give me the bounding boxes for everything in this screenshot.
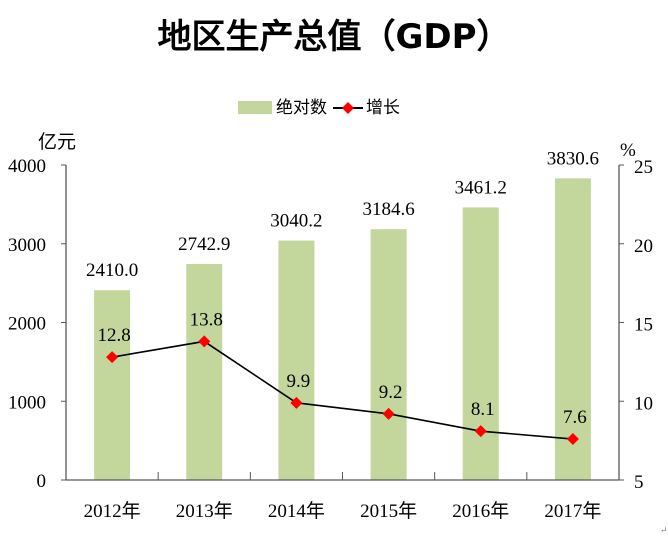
- bar-label: 2410.0: [86, 260, 138, 281]
- right-tick-label: 5: [634, 472, 644, 493]
- legend-line-label: 增长: [366, 98, 400, 118]
- bar-2016年: [462, 207, 499, 481]
- x-tick-label: 2013年: [176, 500, 233, 522]
- right-tick-label: 25: [634, 157, 653, 178]
- legend-bar-label: 绝对数: [276, 98, 327, 118]
- growth-marker: [566, 433, 579, 446]
- left-tick-label: 4000: [8, 156, 46, 177]
- bar-label: 3461.2: [455, 177, 507, 198]
- bar-label: 3040.2: [270, 211, 322, 232]
- left-tick-label: 2000: [8, 314, 46, 335]
- left-tick-label: 1000: [8, 392, 46, 413]
- left-axis-label: 亿元: [38, 131, 76, 153]
- chart-title: 地区生产总值（GDP）: [157, 17, 510, 57]
- bar-2013年: [186, 263, 223, 480]
- bar-2014年: [278, 240, 315, 480]
- x-tick-label: 2017年: [544, 500, 601, 522]
- right-tick-label: 20: [634, 236, 653, 257]
- x-tick-label: 2014年: [268, 500, 325, 522]
- bar-2015年: [370, 229, 407, 480]
- x-tick-label: 2012年: [84, 500, 141, 522]
- right-axis-label: %: [620, 140, 636, 161]
- bar-label: 3830.6: [547, 148, 599, 169]
- bar-label: 3184.6: [362, 199, 414, 220]
- right-tick-label: 15: [634, 315, 653, 336]
- x-tick-label: 2015年: [360, 500, 417, 522]
- growth-label: 9.9: [287, 371, 311, 392]
- growth-marker: [106, 351, 119, 364]
- growth-marker: [474, 425, 487, 438]
- bar-2012年: [94, 290, 131, 480]
- growth-marker: [382, 407, 395, 420]
- growth-label: 13.8: [190, 309, 223, 330]
- growth-label: 7.6: [563, 407, 587, 428]
- legend-bar-swatch: [238, 101, 272, 114]
- bar-2017年: [554, 178, 591, 480]
- bar-label: 2742.9: [178, 234, 230, 255]
- growth-line: [111, 340, 573, 440]
- growth-label: 12.8: [97, 325, 130, 346]
- left-tick-label: 0: [37, 471, 47, 492]
- left-tick-label: 3000: [8, 235, 46, 256]
- growth-marker: [198, 335, 211, 348]
- growth-label: 8.1: [471, 399, 495, 420]
- x-tick-label: 2016年: [452, 500, 509, 522]
- legend-line-marker: [342, 102, 354, 114]
- growth-label: 9.2: [379, 382, 403, 403]
- growth-marker: [290, 396, 303, 409]
- paragraph-mark: ↵: [660, 526, 668, 536]
- right-tick-label: 10: [634, 393, 653, 414]
